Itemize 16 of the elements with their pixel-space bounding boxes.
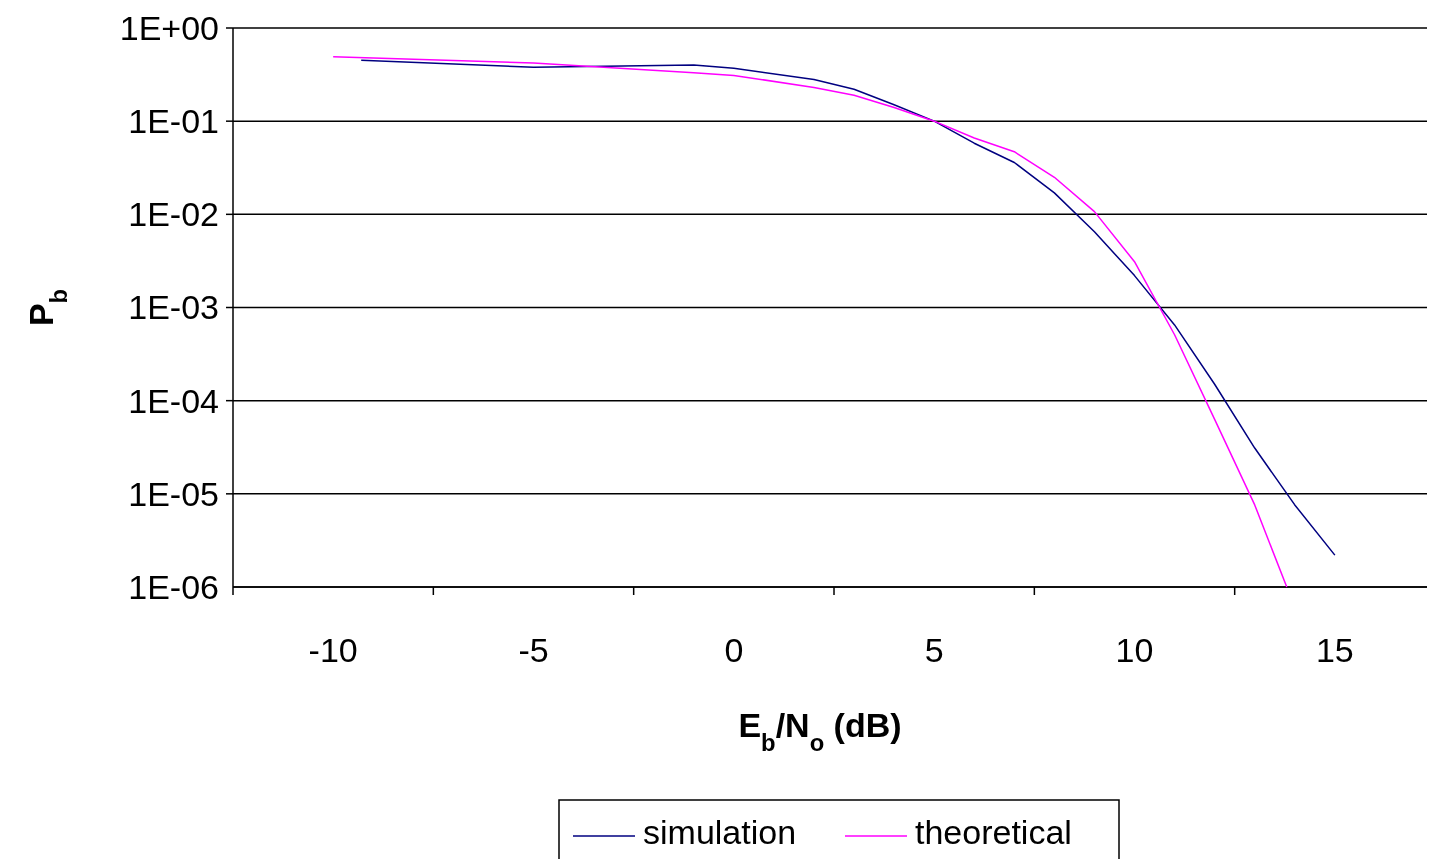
legend-label: theoretical: [915, 813, 1072, 851]
y-tick-label: 1E-06: [128, 567, 219, 606]
x-tick-label: 0: [724, 631, 744, 669]
x-tick-label: 15: [1315, 631, 1354, 669]
y-tick-label: 1E-01: [128, 102, 219, 141]
y-tick-label: 1E-03: [128, 288, 219, 327]
y-tick-label: 1E+00: [119, 8, 219, 47]
x-axis-title: E$_{b}$/N$_{o}$ (dB): [738, 706, 902, 756]
y-tick-label: 1E-04: [128, 381, 219, 420]
legend-label: simulation: [643, 813, 797, 851]
x-tick-label: 5: [924, 631, 944, 669]
x-tick-label: 10: [1115, 631, 1154, 669]
y-tick-label: 1E-02: [128, 195, 219, 234]
x-tick-label: -10: [308, 631, 358, 669]
x-tick-label: -5: [518, 631, 549, 669]
y-tick-label: 1E-05: [128, 474, 219, 513]
